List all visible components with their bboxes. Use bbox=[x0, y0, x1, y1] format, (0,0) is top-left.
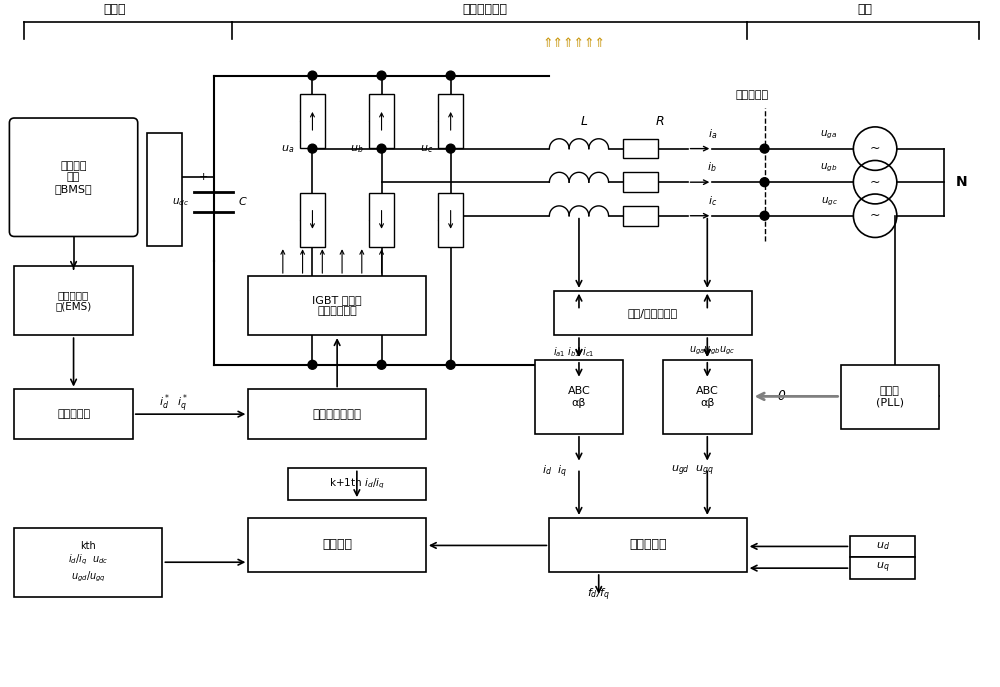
Bar bbox=[438, 192, 463, 247]
Text: $u_c$: $u_c$ bbox=[420, 143, 433, 155]
Text: IGBT 驱动器
选择电压矢量: IGBT 驱动器 选择电压矢量 bbox=[312, 295, 362, 317]
Text: $u_q$: $u_q$ bbox=[876, 561, 889, 575]
Bar bbox=[300, 94, 325, 148]
Bar bbox=[248, 390, 426, 439]
Bar bbox=[248, 518, 426, 572]
Circle shape bbox=[760, 212, 769, 220]
Bar bbox=[369, 192, 394, 247]
Text: $u_{ga}$$u_{gb}$$u_{gc}$: $u_{ga}$$u_{gb}$$u_{gc}$ bbox=[689, 345, 735, 357]
Bar bbox=[438, 94, 463, 148]
Bar bbox=[623, 172, 658, 192]
Text: $i_d$  $i_q$: $i_d$ $i_q$ bbox=[542, 464, 567, 480]
Text: $R$: $R$ bbox=[655, 115, 665, 128]
Text: $i_{a1}$ $i_{b1}$ $i_{c1}$: $i_{a1}$ $i_{b1}$ $i_{c1}$ bbox=[553, 345, 595, 359]
Bar bbox=[549, 518, 747, 572]
Text: 干扰观测器: 干扰观测器 bbox=[629, 539, 667, 552]
Circle shape bbox=[308, 71, 317, 80]
Text: ~: ~ bbox=[870, 176, 880, 189]
Bar bbox=[850, 536, 915, 557]
Text: $u_{gd}$  $u_{gq}$: $u_{gd}$ $u_{gq}$ bbox=[671, 464, 714, 478]
Bar bbox=[369, 94, 394, 148]
Text: $u_{gc}$: $u_{gc}$ bbox=[821, 195, 838, 207]
Text: 能源管理系
统(EMS): 能源管理系 统(EMS) bbox=[55, 290, 92, 311]
Circle shape bbox=[760, 144, 769, 153]
Text: $f_d$/$f_q$: $f_d$/$f_q$ bbox=[587, 587, 610, 603]
Bar bbox=[535, 360, 623, 434]
Bar bbox=[14, 528, 162, 597]
Text: $i_d^*$  $i_q^*$: $i_d^*$ $i_q^*$ bbox=[159, 393, 189, 416]
Text: $u_{gb}$: $u_{gb}$ bbox=[820, 161, 838, 174]
Bar bbox=[663, 360, 752, 434]
Circle shape bbox=[377, 71, 386, 80]
Circle shape bbox=[760, 178, 769, 187]
Text: k+1th $i_d$/$i_q$: k+1th $i_d$/$i_q$ bbox=[329, 477, 385, 491]
Bar bbox=[147, 133, 182, 247]
Bar bbox=[14, 390, 133, 439]
Text: 成本函数最小化: 成本函数最小化 bbox=[313, 407, 362, 420]
Text: ABC
αβ: ABC αβ bbox=[568, 386, 590, 407]
Text: $u_{dc}$: $u_{dc}$ bbox=[172, 196, 189, 208]
Text: ~: ~ bbox=[870, 142, 880, 155]
Text: θ: θ bbox=[778, 390, 785, 403]
Text: $i_b$: $i_b$ bbox=[707, 160, 717, 174]
Circle shape bbox=[446, 361, 455, 369]
Circle shape bbox=[446, 71, 455, 80]
Text: 公共连接点: 公共连接点 bbox=[735, 90, 768, 100]
Bar bbox=[623, 139, 658, 159]
Text: 电网: 电网 bbox=[858, 3, 873, 16]
Text: $u_b$: $u_b$ bbox=[350, 143, 364, 155]
Text: $i_a$: $i_a$ bbox=[708, 127, 717, 141]
Text: 参考量计算: 参考量计算 bbox=[57, 409, 90, 419]
Text: N: N bbox=[956, 175, 968, 189]
Bar bbox=[248, 276, 426, 335]
Bar bbox=[850, 557, 915, 579]
Text: ABC
αβ: ABC αβ bbox=[696, 386, 719, 407]
Text: $i_c$: $i_c$ bbox=[708, 194, 717, 207]
Circle shape bbox=[308, 144, 317, 153]
Circle shape bbox=[377, 361, 386, 369]
Circle shape bbox=[446, 144, 455, 153]
Bar bbox=[288, 469, 426, 500]
FancyBboxPatch shape bbox=[9, 118, 138, 236]
Text: 锁相环
(PLL): 锁相环 (PLL) bbox=[876, 386, 904, 407]
Circle shape bbox=[377, 144, 386, 153]
Bar bbox=[14, 266, 133, 335]
Text: 电压/电流传感器: 电压/电流传感器 bbox=[628, 308, 678, 318]
Bar bbox=[841, 365, 939, 429]
Text: ⇑⇑⇑⇑⇑⇑: ⇑⇑⇑⇑⇑⇑ bbox=[543, 38, 606, 50]
Text: ~: ~ bbox=[870, 210, 880, 222]
Text: C: C bbox=[238, 197, 246, 207]
Bar bbox=[554, 291, 752, 335]
Text: $u_a$: $u_a$ bbox=[281, 143, 295, 155]
Text: $u_d$: $u_d$ bbox=[876, 541, 890, 552]
Text: 预测模型: 预测模型 bbox=[322, 539, 352, 552]
Text: +: + bbox=[199, 172, 209, 182]
Text: 电源转换系统: 电源转换系统 bbox=[463, 3, 508, 16]
Text: 电池组: 电池组 bbox=[104, 3, 126, 16]
Text: $L$: $L$ bbox=[580, 115, 588, 128]
Text: kth
$i_d$/$i_q$  $u_{dc}$
$u_{gd}$/$u_{gq}$: kth $i_d$/$i_q$ $u_{dc}$ $u_{gd}$/$u_{gq… bbox=[68, 541, 109, 583]
Text: $u_{ga}$: $u_{ga}$ bbox=[820, 128, 838, 141]
Bar bbox=[623, 206, 658, 225]
Circle shape bbox=[308, 361, 317, 369]
Text: 电池能源
系统
（BMS）: 电池能源 系统 （BMS） bbox=[55, 161, 92, 194]
Bar bbox=[300, 192, 325, 247]
